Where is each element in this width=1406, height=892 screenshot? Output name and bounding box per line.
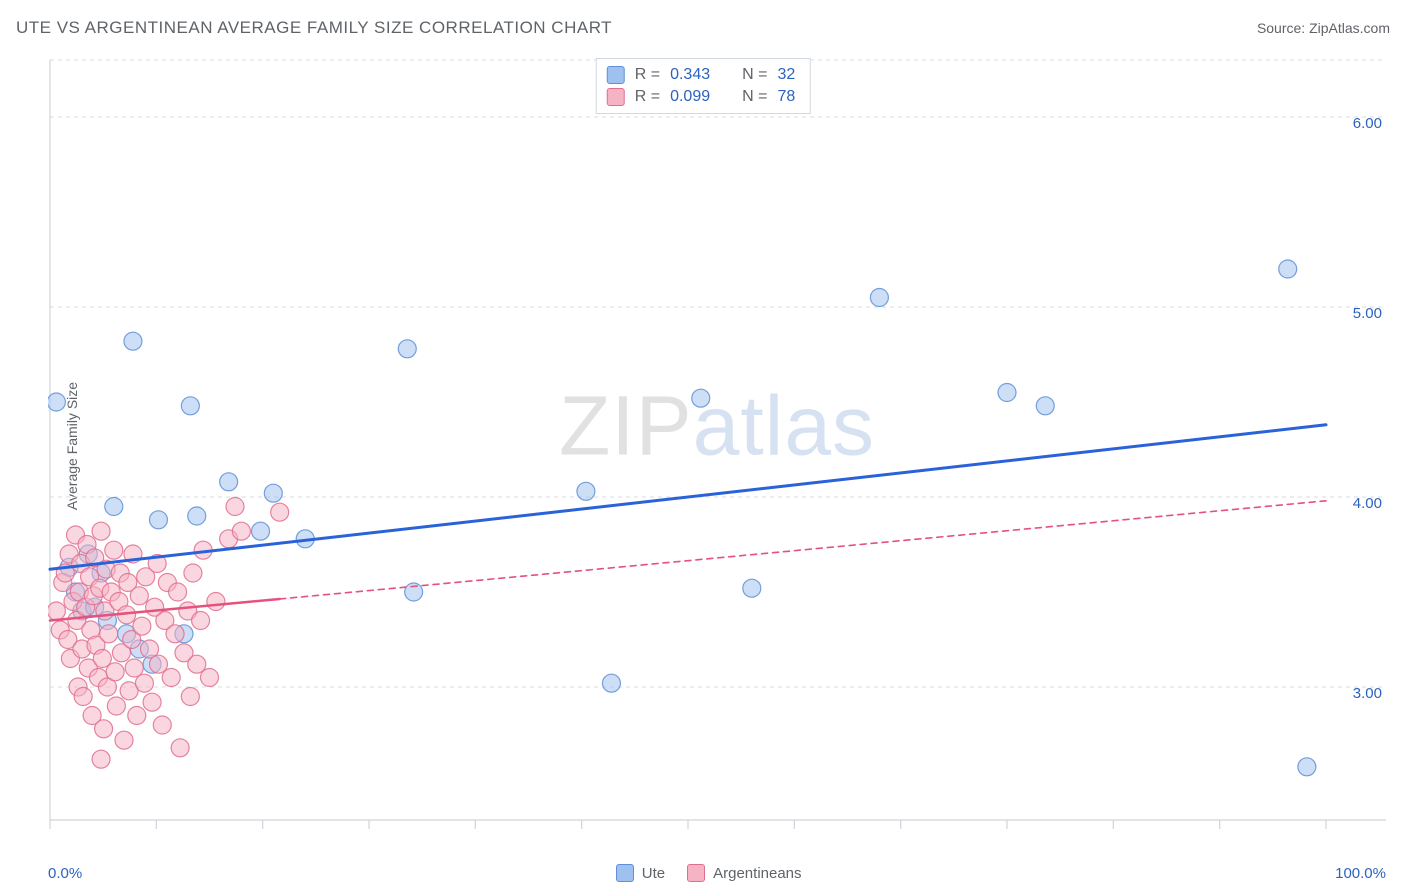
legend-stat-row: R = 0.343 N = 32 [607,64,796,86]
legend-n-value: 78 [777,88,795,106]
chart-title: UTE VS ARGENTINEAN AVERAGE FAMILY SIZE C… [16,18,612,38]
y-tick-label: 5.00 [1353,305,1382,322]
x-axis-max-label: 100.0% [1335,865,1386,882]
legend-stat-row: R = 0.099 N = 78 [607,86,796,108]
legend-item: Ute [616,864,665,882]
legend-item: Argentineans [687,864,801,882]
y-tick-label: 4.00 [1353,495,1382,512]
legend-r-label: R = [635,88,660,106]
correlation-legend: R = 0.343 N = 32 R = 0.099 N = 78 [596,58,811,114]
legend-label: Ute [642,865,665,882]
legend-r-label: R = [635,66,660,84]
legend-swatch [687,864,705,882]
series-legend: Ute Argentineans [616,864,802,882]
legend-n-label: N = [742,66,767,84]
source-link[interactable]: ZipAtlas.com [1309,20,1390,36]
y-tick-label: 3.00 [1353,685,1382,702]
chart-header: UTE VS ARGENTINEAN AVERAGE FAMILY SIZE C… [16,18,1390,38]
scatter-chart [48,50,1386,834]
legend-swatch [616,864,634,882]
chart-source: Source: ZipAtlas.com [1257,20,1390,36]
legend-n-label: N = [742,88,767,106]
legend-label: Argentineans [713,865,801,882]
legend-swatch [607,88,625,106]
plot-area: ZIPatlas 3.004.005.006.00 [48,50,1386,834]
x-axis-min-label: 0.0% [48,865,82,882]
y-tick-label: 6.00 [1353,115,1382,132]
legend-n-value: 32 [777,66,795,84]
legend-r-value: 0.099 [670,88,710,106]
legend-r-value: 0.343 [670,66,710,84]
x-axis-footer: 0.0% Ute Argentineans 100.0% [48,864,1386,882]
source-prefix: Source: [1257,20,1309,36]
legend-swatch [607,66,625,84]
